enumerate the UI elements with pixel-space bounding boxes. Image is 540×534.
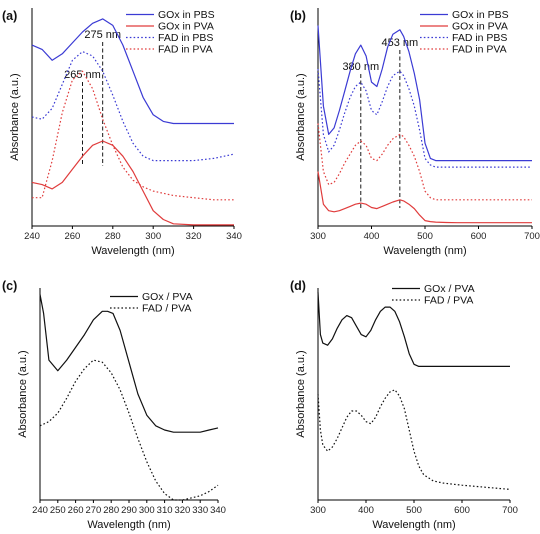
legend-entry: GOx in PVA: [158, 21, 214, 33]
legend-entry: GOx / PVA: [142, 291, 193, 303]
x-tick-label: 260: [64, 231, 80, 242]
x-tick-label: 270: [85, 505, 101, 516]
annotation-label: 265 nm: [64, 69, 101, 81]
legend-entry: GOx / PVA: [424, 283, 475, 295]
x-tick-label: 340: [226, 231, 242, 242]
x-tick-label: 700: [502, 505, 518, 516]
series-line-1: [317, 389, 511, 490]
x-tick-label: 400: [364, 231, 380, 242]
x-tick-label: 330: [192, 505, 208, 516]
x-tick-label: 290: [121, 505, 137, 516]
x-tick-label: 400: [358, 505, 374, 516]
x-axis-label: Wavelength (nm): [91, 245, 174, 257]
series-line-3: [32, 70, 234, 201]
x-tick-label: 240: [24, 231, 40, 242]
x-tick-label: 300: [310, 231, 326, 242]
x-tick-label: 300: [310, 505, 326, 516]
legend-entry: FAD / PVA: [424, 295, 473, 307]
legend-entry: GOx in PBS: [452, 9, 509, 21]
x-tick-label: 340: [210, 505, 226, 516]
panel-label: (b): [290, 9, 306, 23]
chart-panel-3: (d) 300 400 500 600 700 Wavelength (nm) Absorba…: [290, 279, 518, 531]
panel-label: (d): [290, 279, 306, 293]
y-axis-label: Absorbance (a.u.): [295, 350, 307, 437]
series-line-0: [317, 292, 510, 367]
x-axis-label: Wavelength (nm): [87, 519, 170, 531]
series-line-1: [39, 359, 219, 501]
x-tick-label: 500: [417, 231, 433, 242]
legend-entry: FAD in PVA: [452, 44, 507, 56]
y-axis-label: Absorbance (a.u.): [295, 73, 307, 160]
x-tick-label: 300: [139, 505, 155, 516]
series-line-3: [317, 123, 532, 201]
series-line-0: [31, 18, 234, 125]
x-tick-label: 260: [68, 505, 84, 516]
legend-entry: GOx in PBS: [158, 9, 215, 21]
legend-entry: FAD / PVA: [142, 303, 191, 315]
annotation-label: 275 nm: [84, 29, 121, 41]
x-axis-label: Wavelength (nm): [383, 245, 466, 257]
x-tick-label: 250: [50, 505, 66, 516]
panel-label: (c): [2, 279, 17, 293]
series-line-2: [31, 50, 235, 162]
x-tick-label: 280: [105, 231, 121, 242]
chart-panel-0: (a) 240 260 280 300 320 340 Wavelength (nm) Abso…: [2, 8, 242, 257]
legend-entry: GOx in PVA: [452, 21, 508, 33]
x-tick-label: 310: [157, 505, 173, 516]
series-line-0: [39, 294, 219, 433]
legend-entry: FAD in PBS: [158, 32, 213, 44]
series-line-2: [317, 68, 532, 168]
annotation-label: 380 nm: [342, 61, 379, 73]
x-tick-label: 320: [174, 505, 190, 516]
series-line-0: [317, 25, 532, 162]
x-tick-label: 600: [471, 231, 487, 242]
x-tick-label: 280: [103, 505, 119, 516]
chart-panel-1: (b) 300 400 500 600 700 Wavelength (nm) Absorba…: [290, 8, 540, 257]
y-axis-label: Absorbance (a.u.): [17, 350, 29, 437]
x-tick-label: 500: [406, 505, 422, 516]
x-axis-label: Wavelength (nm): [372, 519, 455, 531]
panel-label: (a): [2, 9, 17, 23]
series-line-1: [317, 171, 532, 224]
y-axis-label: Absorbance (a.u.): [9, 73, 21, 160]
x-tick-label: 600: [454, 505, 470, 516]
legend-entry: FAD in PBS: [452, 32, 507, 44]
x-tick-label: 300: [145, 231, 161, 242]
x-tick-label: 700: [524, 231, 540, 242]
x-tick-label: 240: [32, 505, 48, 516]
legend-entry: FAD in PVA: [158, 44, 213, 56]
chart-panel-2: (c) 240 250 260 270 280 290 300 310 320 330 340 Wave…: [2, 279, 226, 531]
x-tick-label: 320: [186, 231, 202, 242]
series-line-1: [31, 140, 234, 226]
